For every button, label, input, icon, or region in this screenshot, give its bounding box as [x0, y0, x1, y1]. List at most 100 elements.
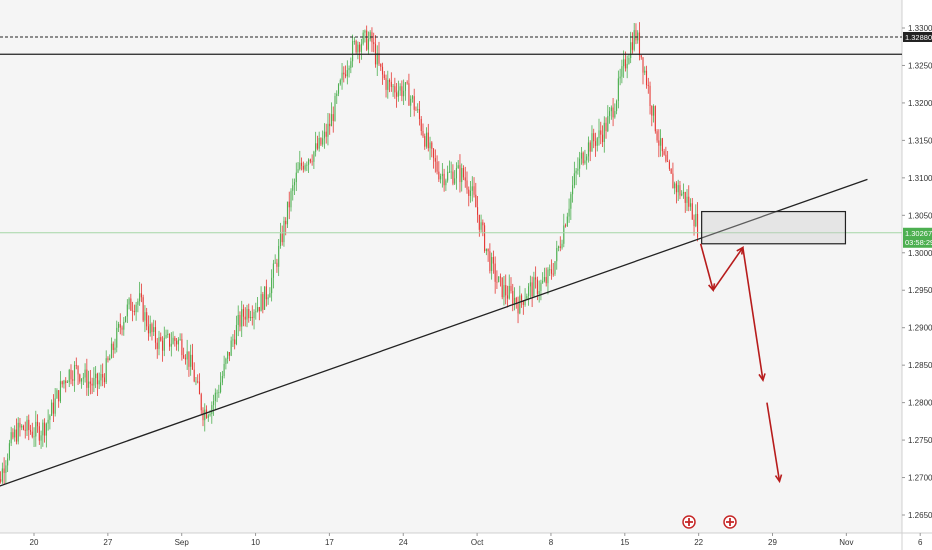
candle-body [450, 171, 452, 173]
candle-body [568, 208, 570, 217]
candle-body [345, 74, 347, 77]
candle-body [128, 298, 130, 305]
candle-body [364, 30, 366, 33]
candle-body [485, 248, 487, 252]
candle-body [91, 383, 93, 386]
candle-body [253, 312, 255, 319]
candle-body [61, 381, 63, 385]
candle-body [21, 425, 23, 428]
candle-body [413, 96, 415, 110]
candle-body [633, 30, 635, 50]
candle-body [556, 247, 558, 262]
candle-body [225, 358, 227, 364]
candle-body [272, 263, 274, 278]
candle-body [100, 374, 102, 381]
event-flag-1[interactable] [682, 515, 696, 529]
time-axis-background[interactable] [0, 533, 902, 550]
candle-body [79, 374, 81, 382]
candle-body [397, 90, 399, 97]
candle-body [672, 173, 674, 189]
candle-body [198, 381, 201, 395]
candle-body [441, 173, 443, 176]
event-flag-2[interactable] [723, 515, 737, 529]
projection-arrowhead [774, 474, 783, 484]
candle-body [422, 130, 424, 137]
candle-body [235, 324, 237, 345]
candle-body [376, 52, 378, 65]
candle-body [362, 32, 364, 44]
candle-body [499, 276, 501, 278]
projection-arrows[interactable] [699, 243, 783, 484]
candle-body [49, 415, 51, 420]
candle-body [183, 355, 185, 358]
candle-body [103, 377, 105, 383]
candle-body [369, 32, 371, 40]
candle-body [200, 394, 202, 411]
candle-body [65, 380, 67, 383]
candle-body [677, 185, 679, 193]
price-tick-label: 1.30500 [908, 211, 932, 220]
candle-body [411, 96, 413, 99]
candle-body [631, 42, 633, 50]
candle-body [249, 317, 252, 319]
time-tick-label: 20 [30, 538, 39, 547]
candle-body [668, 161, 670, 169]
candle-body [445, 180, 447, 186]
candle-body [577, 168, 579, 171]
candlestick-series [0, 22, 699, 485]
candle-body [494, 263, 496, 282]
candle-body [179, 339, 181, 340]
candle-body [119, 324, 121, 328]
plot-background [0, 0, 902, 533]
candle-body [337, 84, 340, 94]
candle-body [536, 279, 538, 295]
candle-body [415, 109, 417, 111]
candle-body [191, 354, 193, 370]
candle-body [540, 282, 542, 292]
candle-body [346, 70, 348, 77]
candle-body [89, 381, 91, 384]
candle-body [591, 133, 593, 152]
candle-body [125, 316, 127, 322]
candle-body [570, 194, 572, 209]
last-price-tag-text: 1.30267 [905, 229, 932, 238]
candle-body [330, 114, 333, 127]
candle-body [612, 107, 614, 118]
candle-body [327, 123, 329, 137]
candle-body [260, 294, 262, 312]
candle-body [114, 347, 116, 351]
candle-body [29, 430, 32, 432]
candle-body [40, 435, 42, 441]
price-axis-background[interactable] [902, 0, 932, 550]
candle-body [462, 168, 465, 178]
candle-body [102, 374, 104, 378]
projection-segment [699, 243, 714, 291]
high-level-tag-text: 1.32880 [905, 33, 932, 42]
candle-body [38, 426, 40, 441]
projection-segment [712, 247, 744, 291]
candle-body [524, 299, 526, 305]
candle-body [355, 41, 357, 53]
projection-segment [766, 402, 781, 482]
candle-body [264, 286, 266, 310]
zone-rectangle[interactable] [701, 210, 847, 245]
candle-body [513, 297, 516, 305]
candle-body [697, 213, 699, 238]
candle-body [156, 342, 158, 349]
candle-body [693, 219, 695, 227]
candle-body [596, 138, 598, 146]
candle-body [380, 63, 382, 67]
candle-body [515, 297, 517, 304]
candle-body [112, 343, 114, 351]
candle-body [288, 201, 290, 208]
candle-body [473, 186, 475, 195]
support-trendline[interactable] [0, 178, 868, 488]
candle-body [248, 309, 250, 319]
candle-body [367, 39, 369, 50]
candle-body [176, 340, 178, 345]
candle-body [10, 432, 12, 444]
price-tick-label: 1.29500 [908, 286, 932, 295]
candle-body [265, 286, 267, 300]
candle-body [322, 138, 324, 145]
